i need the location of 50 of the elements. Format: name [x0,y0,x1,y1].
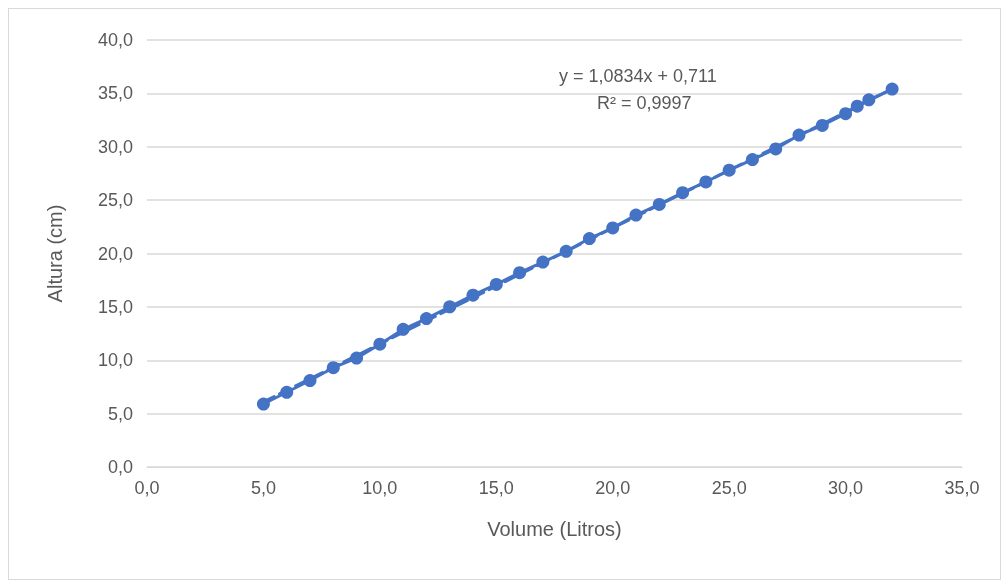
annotation: R² = 0,9997 [597,93,692,113]
y-tick-label: 0,0 [107,457,133,477]
point [676,186,690,200]
x-tick-label: 35,0 [944,478,980,498]
point [443,300,457,314]
y-tick-label: 15,0 [97,296,133,317]
point [745,153,759,167]
point [792,128,806,142]
point [513,266,527,280]
point [396,322,410,336]
point [582,232,596,246]
y-tick-label: 10,0 [97,350,133,371]
point [769,142,783,156]
point [350,351,364,365]
y-tick-label: 35,0 [97,83,133,104]
point [326,361,340,375]
point [722,163,736,177]
y-tick-label: 20,0 [97,243,133,264]
point [536,255,550,269]
point [489,277,503,291]
y-tick-label: 40,0 [97,30,133,50]
x-tick-label: 25,0 [711,478,747,498]
x-tick-label: 20,0 [595,478,631,498]
x-tick-label: 10,0 [362,478,398,498]
point [850,99,864,113]
point [629,208,643,222]
point [815,118,829,132]
x-tick-label: 5,0 [250,478,276,498]
x-tick-label: 15,0 [478,478,514,498]
annotation: y = 1,0834x + 0,711 [559,66,717,86]
point [303,374,317,388]
point [466,288,480,302]
y-tick-label: 25,0 [97,190,133,211]
point [606,221,620,235]
point [256,397,270,411]
y-tick-label: 5,0 [107,403,133,424]
point [885,82,899,96]
x-tick-label: 0,0 [134,478,160,498]
point [419,312,433,326]
point [559,244,573,258]
point [373,337,387,351]
point [839,107,853,121]
y-tick-label: 30,0 [97,136,133,157]
x-axis-title: Volume (Litros) [487,518,622,540]
y-axis-title: Altura (cm) [44,204,66,303]
point [699,175,713,189]
x-tick-label: 30,0 [828,478,864,498]
point [280,385,294,399]
point [862,93,876,107]
point [652,197,666,211]
